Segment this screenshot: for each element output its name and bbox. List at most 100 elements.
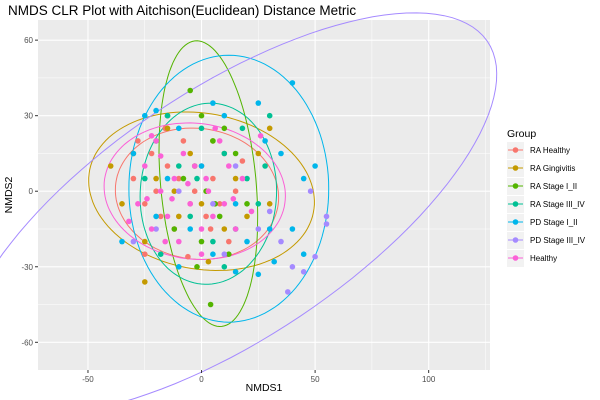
- point-pd-stage-i-ii: [164, 175, 171, 182]
- point-pd-stage-i-ii: [153, 107, 159, 114]
- point-healthy: [142, 163, 148, 169]
- legend-label: Healthy: [530, 254, 557, 263]
- point-ra-stage-iii-iv: [176, 163, 182, 169]
- point-pd-stage-i-ii: [255, 100, 262, 106]
- point-pd-stage-iii-iv: [130, 238, 137, 245]
- point-healthy: [148, 226, 155, 232]
- point-pd-stage-i-ii: [300, 175, 307, 182]
- point-healthy: [135, 201, 141, 207]
- point-ra-healthy: [216, 201, 223, 207]
- point-ra-gingivitis: [171, 188, 178, 194]
- point-healthy: [203, 175, 209, 182]
- point-ra-healthy: [203, 213, 209, 220]
- point-ra-stage-iii-iv: [266, 112, 273, 119]
- point-healthy: [191, 163, 198, 169]
- point-pd-stage-i-ii: [130, 150, 137, 157]
- point-pd-stage-iii-iv: [323, 221, 330, 227]
- legend-label: PD Stage I_II: [530, 218, 578, 227]
- point-healthy: [257, 133, 264, 139]
- point-healthy: [169, 196, 175, 202]
- point-ra-healthy: [191, 188, 198, 194]
- point-ra-stage-iii-iv: [262, 163, 268, 169]
- point-healthy: [216, 138, 223, 144]
- point-healthy: [198, 251, 205, 257]
- point-ra-healthy: [164, 163, 171, 169]
- legend-label: RA Stage I_II: [530, 182, 577, 191]
- ellipse-ra-gingivitis: [88, 111, 315, 272]
- point-ra-gingivitis: [266, 125, 273, 132]
- point-ra-gingivitis: [187, 150, 193, 157]
- point-ra-stage-i-ii: [232, 150, 239, 157]
- legend-key-point: [512, 183, 519, 189]
- point-pd-stage-iii-iv: [289, 264, 296, 270]
- point-ra-healthy: [135, 138, 141, 144]
- point-healthy: [187, 201, 193, 207]
- x-axis-ticks: -50 0 50 100: [82, 370, 436, 384]
- point-healthy: [212, 125, 218, 132]
- point-pd-stage-i-ii: [232, 201, 239, 207]
- y-tick-label: -30: [21, 263, 33, 272]
- point-healthy: [185, 180, 191, 187]
- point-ra-stage-i-ii: [194, 264, 200, 270]
- legend-item-ra-gingivitis: RA Gingivitis: [507, 160, 575, 177]
- point-healthy: [176, 238, 182, 245]
- point-ra-stage-iii-iv: [194, 175, 200, 182]
- legend-key-point: [512, 165, 519, 171]
- legend-items: RA Healthy RA Gingivitis RA Stage I_II RA S…: [507, 142, 586, 267]
- point-ra-stage-i-ii: [221, 125, 228, 132]
- x-tick-label: 0: [199, 375, 204, 384]
- point-healthy: [232, 226, 239, 232]
- point-pd-stage-i-ii: [271, 258, 278, 265]
- point-healthy: [126, 218, 132, 225]
- x-tick-label: 50: [311, 375, 320, 384]
- point-ra-stage-i-ii: [226, 251, 232, 257]
- x-axis-label: NMDS1: [246, 382, 283, 394]
- legend-item-healthy: Healthy: [507, 250, 557, 267]
- point-ra-stage-iii-iv: [164, 112, 171, 119]
- confidence-ellipses: [0, 12, 498, 400]
- point-healthy: [162, 238, 168, 245]
- point-ra-healthy: [232, 188, 239, 194]
- grid-major: [38, 20, 490, 370]
- point-ra-stage-i-ii: [187, 87, 193, 94]
- legend-item-pd-stage-i-ii: PD Stage I_II: [507, 214, 578, 231]
- point-ra-healthy: [176, 175, 182, 182]
- point-ra-healthy: [148, 150, 155, 157]
- legend-label: RA Healthy: [530, 146, 570, 155]
- point-ra-stage-iii-iv: [221, 150, 228, 157]
- point-ra-stage-iii-iv: [198, 125, 205, 132]
- point-ra-stage-i-ii: [216, 213, 223, 220]
- point-ra-stage-i-ii: [244, 201, 250, 207]
- point-pd-stage-i-ii: [312, 163, 318, 169]
- point-healthy: [153, 138, 159, 144]
- point-ra-stage-i-ii: [198, 112, 205, 119]
- legend-key-point: [512, 237, 519, 243]
- point-ra-stage-i-ii: [207, 301, 214, 308]
- point-pd-stage-i-ii: [262, 138, 268, 144]
- point-ra-stage-i-ii: [210, 138, 216, 144]
- point-ra-gingivitis: [176, 213, 182, 220]
- point-ra-stage-iii-iv: [142, 175, 148, 182]
- point-pd-stage-iii-iv: [307, 188, 314, 194]
- point-pd-stage-i-ii: [153, 213, 159, 220]
- point-pd-stage-i-ii: [142, 112, 148, 119]
- ellipse-pd-stage-iii-iv: [0, 12, 498, 400]
- legend-title: Group: [507, 128, 536, 140]
- point-ra-stage-iii-iv: [187, 213, 193, 220]
- point-ra-gingivitis: [107, 163, 114, 169]
- point-ra-gingivitis: [153, 175, 159, 182]
- ellipse-healthy: [103, 122, 286, 260]
- y-tick-label: -60: [21, 338, 33, 347]
- point-ra-gingivitis: [142, 238, 148, 245]
- legend-key-point: [512, 201, 519, 207]
- point-ra-healthy: [157, 213, 164, 220]
- point-ra-gingivitis: [198, 201, 205, 207]
- legend-key-point: [512, 147, 519, 153]
- point-healthy: [210, 213, 216, 220]
- point-pd-stage-i-ii: [210, 251, 216, 257]
- point-ra-stage-iii-iv: [157, 251, 164, 257]
- point-ra-healthy: [153, 188, 159, 194]
- point-healthy: [157, 188, 164, 194]
- point-pd-stage-iii-iv: [266, 208, 273, 215]
- point-pd-stage-i-ii: [221, 112, 228, 119]
